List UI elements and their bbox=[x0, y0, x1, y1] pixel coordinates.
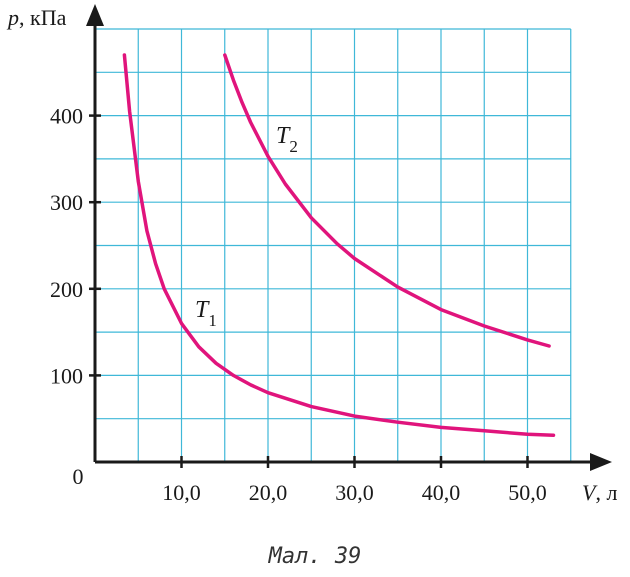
curve-label-t1-subscript: 1 bbox=[208, 311, 217, 330]
x-axis-symbol: V bbox=[582, 480, 598, 505]
figure-caption: Мал. 39 bbox=[268, 544, 362, 569]
curve-label-t2-name: T bbox=[276, 123, 291, 149]
x-tick-label: 50,0 bbox=[508, 480, 547, 505]
y-axis-arrow bbox=[86, 4, 104, 26]
curve-label-t1: T1 bbox=[195, 297, 217, 330]
series-line-t2 bbox=[223, 53, 551, 348]
y-axis-title: p, кПа bbox=[6, 5, 67, 30]
x-axis-unit: , л bbox=[595, 480, 617, 505]
x-tick-label: 40,0 bbox=[422, 480, 461, 505]
ticks: 10,0 20,0 30,0 40,0 50,0 100 200 300 400 bbox=[50, 104, 547, 505]
series-line-t1 bbox=[122, 53, 556, 437]
y-axis-unit: , кПа bbox=[19, 5, 67, 30]
axes bbox=[86, 4, 612, 471]
y-axis-symbol: p bbox=[6, 5, 19, 30]
y-tick-label: 100 bbox=[50, 363, 83, 388]
series bbox=[122, 53, 556, 437]
x-tick-label: 30,0 bbox=[335, 480, 374, 505]
curve-label-t2: T2 bbox=[276, 123, 298, 156]
curve-label-t2-subscript: 2 bbox=[289, 137, 298, 156]
y-tick-label: 400 bbox=[50, 104, 83, 129]
grid bbox=[95, 28, 572, 462]
x-axis-arrow bbox=[590, 453, 612, 471]
y-tick-label: 300 bbox=[50, 190, 83, 215]
y-tick-label: 200 bbox=[50, 277, 83, 302]
curve-label-t1-name: T bbox=[195, 297, 210, 323]
origin-label: 0 bbox=[73, 464, 84, 489]
x-tick-label: 10,0 bbox=[162, 480, 201, 505]
x-tick-label: 20,0 bbox=[249, 480, 288, 505]
x-axis-title: V, л bbox=[582, 480, 617, 505]
